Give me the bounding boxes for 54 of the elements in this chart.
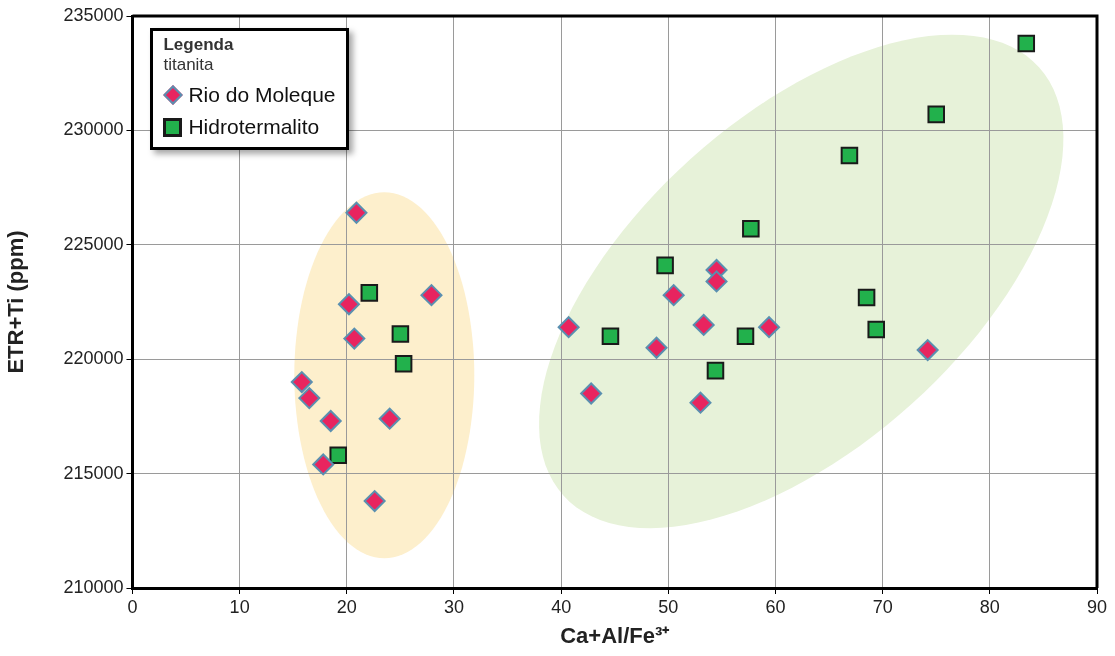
point [916, 339, 939, 362]
x-tick-label: 0 [127, 596, 138, 617]
point [329, 446, 348, 465]
point [363, 490, 386, 513]
point [601, 327, 620, 346]
x-tick-label: 10 [229, 596, 250, 617]
point [319, 409, 342, 432]
point [298, 387, 321, 410]
x-tick-label: 80 [979, 596, 1000, 617]
x-tick-label: 70 [872, 596, 893, 617]
point [645, 336, 668, 359]
x-axis-title: Ca+Al/Fe³⁺ [560, 622, 671, 648]
y-tick-label: 225000 [63, 233, 124, 254]
point [1017, 34, 1036, 53]
point [337, 293, 360, 316]
point [706, 361, 725, 380]
point [662, 284, 685, 307]
point [927, 105, 946, 124]
x-tick-label: 50 [658, 596, 679, 617]
point [840, 146, 859, 165]
legend-label: Hidrotermalito [188, 115, 320, 139]
point [290, 371, 313, 394]
point [391, 325, 410, 343]
legend-label: Rio do Moleque [188, 83, 336, 107]
y-tick-label: 220000 [63, 348, 124, 369]
point [360, 284, 379, 302]
point [557, 316, 580, 339]
y-tick-label: 215000 [63, 462, 124, 483]
point [867, 320, 886, 339]
point [378, 407, 401, 430]
x-tick-label: 60 [765, 596, 786, 617]
y-axis-title: ETR+Ti (ppm) [3, 230, 29, 374]
y-tick-label: 235000 [63, 4, 124, 25]
point [420, 284, 443, 307]
point [857, 288, 876, 307]
point [343, 327, 366, 350]
point [692, 313, 715, 336]
y-tick-label: 230000 [63, 119, 124, 140]
x-tick-label: 30 [443, 596, 464, 617]
y-tick-label: 210000 [63, 576, 124, 597]
x-tick-label: 40 [551, 596, 572, 617]
point [689, 391, 712, 414]
point [736, 327, 755, 346]
x-tick-label: 20 [336, 596, 357, 617]
point [758, 316, 781, 339]
x-tick-label: 90 [1086, 596, 1108, 617]
point [580, 382, 603, 405]
point [705, 270, 728, 293]
point [345, 201, 368, 224]
legend-title: Legenda titanita [163, 35, 235, 75]
point [394, 355, 413, 373]
point [742, 220, 760, 238]
point [656, 256, 674, 275]
point [312, 453, 335, 476]
